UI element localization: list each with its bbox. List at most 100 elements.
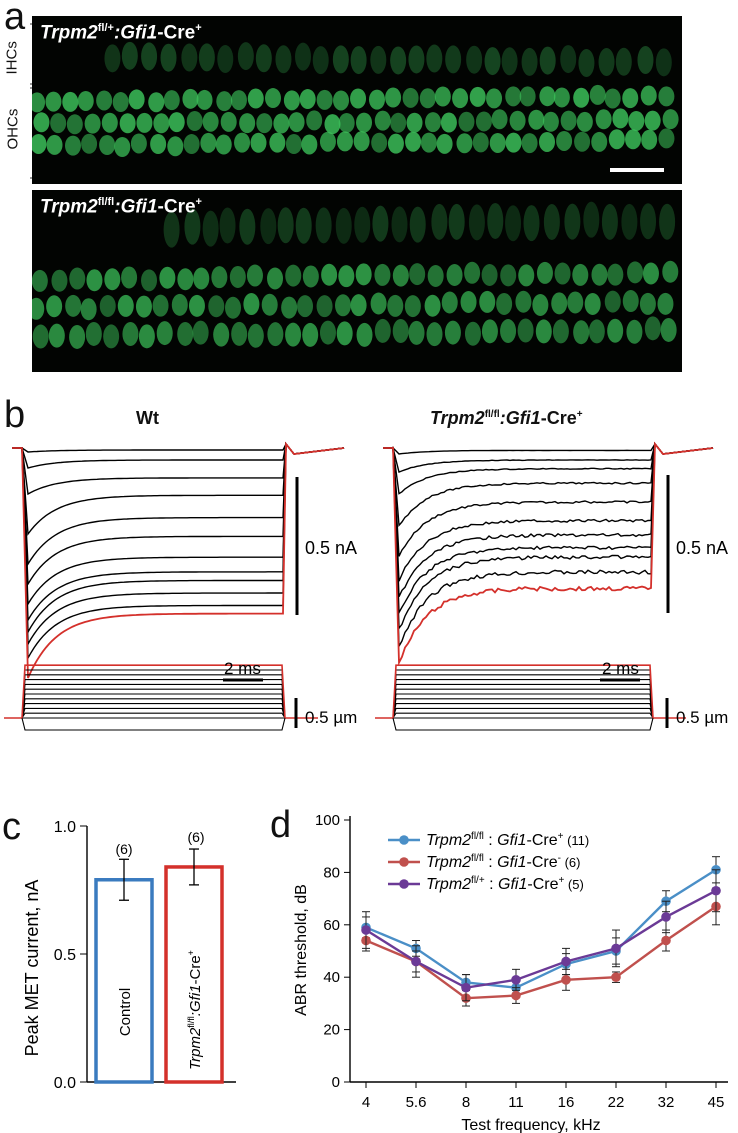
legend-entry-0: Trpm2fl/fl : Gfi1-Cre+ (11) [426,831,589,849]
hair-cell-1 [45,91,62,112]
hair-cell-2 [256,113,273,134]
hair-cell-0 [255,44,272,73]
hair-cell-0 [621,203,638,240]
hair-cell-0 [160,43,177,72]
hair-cell-1 [385,87,402,108]
hair-cell-0 [239,208,256,245]
hair-cell-2 [491,109,508,130]
hair-cell-2 [628,110,645,131]
hair-cell-0 [543,203,560,240]
hair-cell-3 [231,321,248,346]
genotype-label-top: Trpm2fl/+:Gfi1-Cre+ [40,22,202,44]
hair-cell-3 [444,320,461,345]
hair-cell-3 [408,320,425,345]
hair-cell-3 [436,133,453,154]
bar-label-control: Control [117,988,134,1036]
current-trace [383,442,714,474]
hair-cell-2 [243,293,260,316]
hair-cell-2 [425,112,442,133]
genotype-label-bottom: Trpm2fl/fl:Gfi1-Cre+ [40,196,202,218]
series-line-2 [365,889,717,989]
hair-cell-3 [500,319,517,344]
hair-cell-3 [156,321,173,346]
hair-cell-2 [273,113,290,134]
current-trace [12,442,345,455]
hair-cell-3 [392,319,409,344]
hair-cell-1 [182,88,199,109]
hair-cell-3 [177,321,194,346]
hair-cell-0 [560,45,577,74]
hair-cell-0 [539,46,556,75]
hair-cell-2 [639,292,656,315]
max-current-trace [383,441,714,667]
hair-cell-0 [615,47,632,76]
hair-cell-0 [601,203,618,240]
data-point-d [661,935,671,946]
hair-cell-2 [542,111,559,132]
hair-cell-3 [32,133,47,154]
hair-cell-1 [658,86,675,107]
hair-cell-1 [96,90,113,111]
hair-cell-0 [275,45,292,74]
hair-cell-3 [32,324,49,349]
hair-cell-2 [528,109,545,130]
hair-cell-1 [554,262,571,285]
disp-scale-label-left: 0.5 µm [305,708,357,727]
current-trace [383,442,714,597]
hair-cell-3 [607,318,624,343]
bar-label-knockout: Trpm2fl/fl:Gfi1-Cre+ [186,950,204,1070]
y-axis-label-d: ABR threshold, dB [293,884,310,1016]
data-point-d [611,972,621,982]
stimulus-step [21,717,286,731]
hair-cell-3 [250,132,267,153]
hair-cell-0 [181,43,198,72]
current-trace [12,442,345,567]
hair-cell-0 [659,203,676,240]
hair-cell-3 [556,130,573,151]
hair-cell-0 [637,46,654,75]
hair-cell-0 [121,41,138,70]
hair-cell-1 [128,89,145,110]
time-scale-label-left: 2 ms [224,659,261,678]
hair-cell-3 [420,132,437,153]
hair-cell-0 [104,44,121,73]
hair-cell-2 [644,110,661,131]
hair-cell-2 [404,295,421,318]
hair-cell-0 [598,48,615,77]
hair-cell-1 [32,92,46,113]
hair-cell-0 [354,206,371,243]
hair-cell-3 [336,321,353,346]
hair-cell-1 [285,264,302,287]
panel-c-label: c [2,806,21,848]
hair-cell-0 [260,208,277,245]
hair-cell-2 [406,112,423,133]
hair-cell-2 [306,110,323,131]
hair-cell-0 [141,42,158,71]
hair-cell-0 [431,203,448,240]
hair-cell-3 [356,322,373,347]
hair-cell-2 [186,111,203,132]
hair-cell-3 [405,131,422,152]
hair-cell-2 [424,294,441,317]
max-current-trace [12,441,345,679]
hair-cell-0 [163,211,180,248]
current-trace [12,442,345,623]
y-tick-label-d: 20 [323,1022,340,1039]
current-trace [383,442,714,528]
scale-bar-micro [610,168,664,172]
hair-cell-0 [487,202,504,239]
hair-cell-0 [370,45,387,74]
bar-0 [94,878,154,1084]
hair-cell-3 [573,320,590,345]
panel-b-label: b [4,394,26,436]
hair-cell-1 [211,266,228,289]
hair-cell-2 [479,290,496,313]
hair-cell-3 [552,319,569,344]
hair-cell-0 [335,207,352,244]
hair-cell-3 [521,133,538,154]
hair-cell-1 [402,87,419,108]
y-tick-label-d: 100 [315,812,340,829]
stimulus-step [375,693,686,719]
hair-cell-0 [277,207,294,244]
hair-cell-2 [475,111,492,132]
